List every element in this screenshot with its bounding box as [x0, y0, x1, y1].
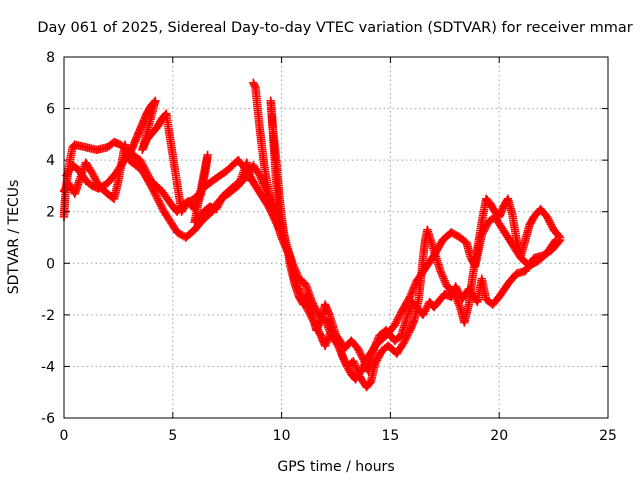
series-track-B	[59, 140, 560, 384]
y-axis-label: SDTVAR / TECUs	[6, 180, 22, 295]
data-points	[59, 78, 565, 392]
series-track-D	[249, 78, 565, 392]
x-tick-label: 0	[60, 428, 69, 444]
chart-title: Day 061 of 2025, Sidereal Day-to-day VTE…	[37, 20, 632, 36]
y-tick-label: -6	[41, 411, 55, 427]
axis-ticks: 0 5 10 15 20 25 -6 -4 -2 0 2 4 6 8	[41, 50, 617, 444]
series-track-A	[59, 137, 565, 376]
x-tick-label: 10	[273, 428, 291, 444]
y-tick-label: 8	[46, 50, 55, 66]
plot-frame	[63, 56, 609, 419]
data-point	[246, 176, 256, 185]
y-tick-label: 4	[46, 153, 55, 169]
y-tick-label: 6	[46, 102, 55, 118]
y-tick-label: 2	[46, 205, 55, 221]
x-axis-label: GPS time / hours	[277, 459, 394, 475]
x-tick-label: 5	[168, 428, 177, 444]
x-tick-label: 25	[599, 428, 617, 444]
y-tick-label: 0	[46, 256, 55, 272]
y-tick-label: -4	[41, 359, 55, 375]
series-track-C	[61, 96, 256, 227]
y-tick-label: -2	[41, 308, 55, 324]
x-tick-label: 20	[490, 428, 508, 444]
data-point	[555, 233, 565, 242]
x-tick-label: 15	[381, 428, 399, 444]
